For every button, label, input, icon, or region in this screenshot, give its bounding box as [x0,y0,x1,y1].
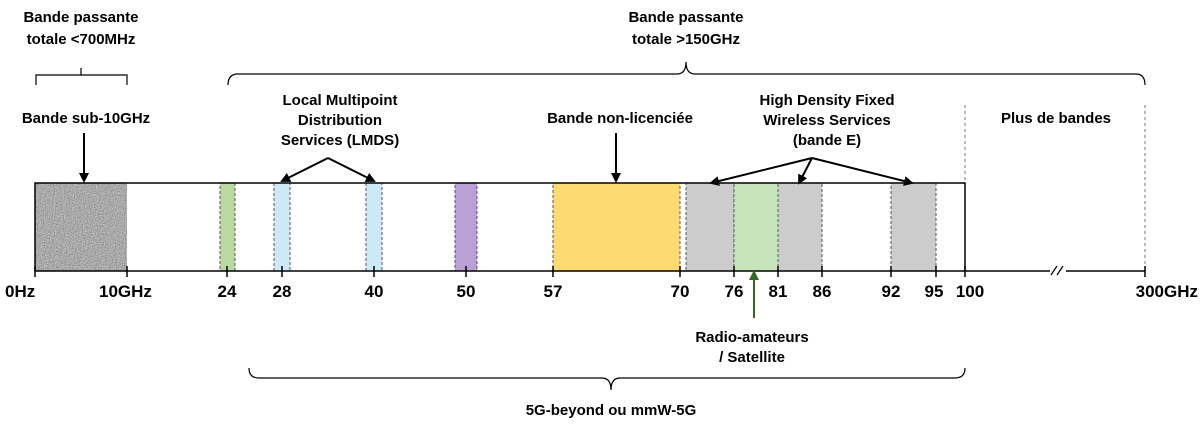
label-radio-2: / Satellite [719,349,785,366]
tick-label: 10GHz [99,282,152,301]
tick-label: 95 [925,282,944,301]
tick-label: 57 [544,282,563,301]
sub10-band-block [35,183,127,271]
axis-extension [964,105,1146,276]
label-eband-3: (bande E) [793,132,861,149]
label-sub10: Bande sub-10GHz [22,110,150,127]
label-bandwidth-right-1: Bande passante [628,9,743,26]
tick-label: 70 [671,282,690,301]
label-more-bands: Plus de bandes [1001,110,1111,127]
label-lmds-3: Services (LMDS) [281,132,399,149]
band-70-76 [685,182,735,272]
tick-label: 24 [218,282,237,301]
label-lmds-2: Distribution [298,112,382,129]
brace-top-left [35,68,128,85]
label-unlicensed: Bande non-licenciée [547,110,693,127]
spectrum-box [34,182,966,272]
tick-label: 28 [273,282,292,301]
brace-top-right [227,61,1146,86]
brace-bottom [248,367,966,391]
tick-label: 300GHz [1136,282,1198,301]
label-eband-1: High Density Fixed [759,92,894,109]
band-81-86 [777,182,823,272]
tick-label: 86 [813,282,832,301]
label-bandwidth-left-2: totale <700MHz [27,31,136,48]
band-28 [273,182,291,272]
label-lmds-1: Local Multipoint [283,92,398,109]
band-50 [454,182,478,272]
tick-label: 0Hz [5,282,35,301]
band-24 [219,182,236,272]
arrow-eband-2 [798,157,813,185]
label-bandwidth-right-2: totale >150GHz [632,31,740,48]
tick-label: 92 [882,282,901,301]
arrow-lmds-40 [327,157,376,182]
label-bandwidth-left-1: Bande passante [23,9,138,26]
band-76-81 [733,182,779,272]
band-92-95 [890,182,937,272]
arrow-eband-3 [811,157,914,186]
tick-label: 40 [365,282,384,301]
band-unlicensed [552,182,681,272]
label-5g-beyond: 5G-beyond ou mmW-5G [526,402,697,419]
tick-label: 81 [769,282,788,301]
band-40 [365,182,383,272]
tick-label: 50 [457,282,476,301]
arrow-eband-1 [709,157,813,186]
tick-label: 100 [956,282,984,301]
axis-ticks [34,266,1146,277]
arrow-lmds-28 [280,157,329,182]
label-eband-2: Wireless Services [763,112,890,129]
label-radio-1: Radio-amateurs [695,329,808,346]
tick-label: 76 [725,282,744,301]
